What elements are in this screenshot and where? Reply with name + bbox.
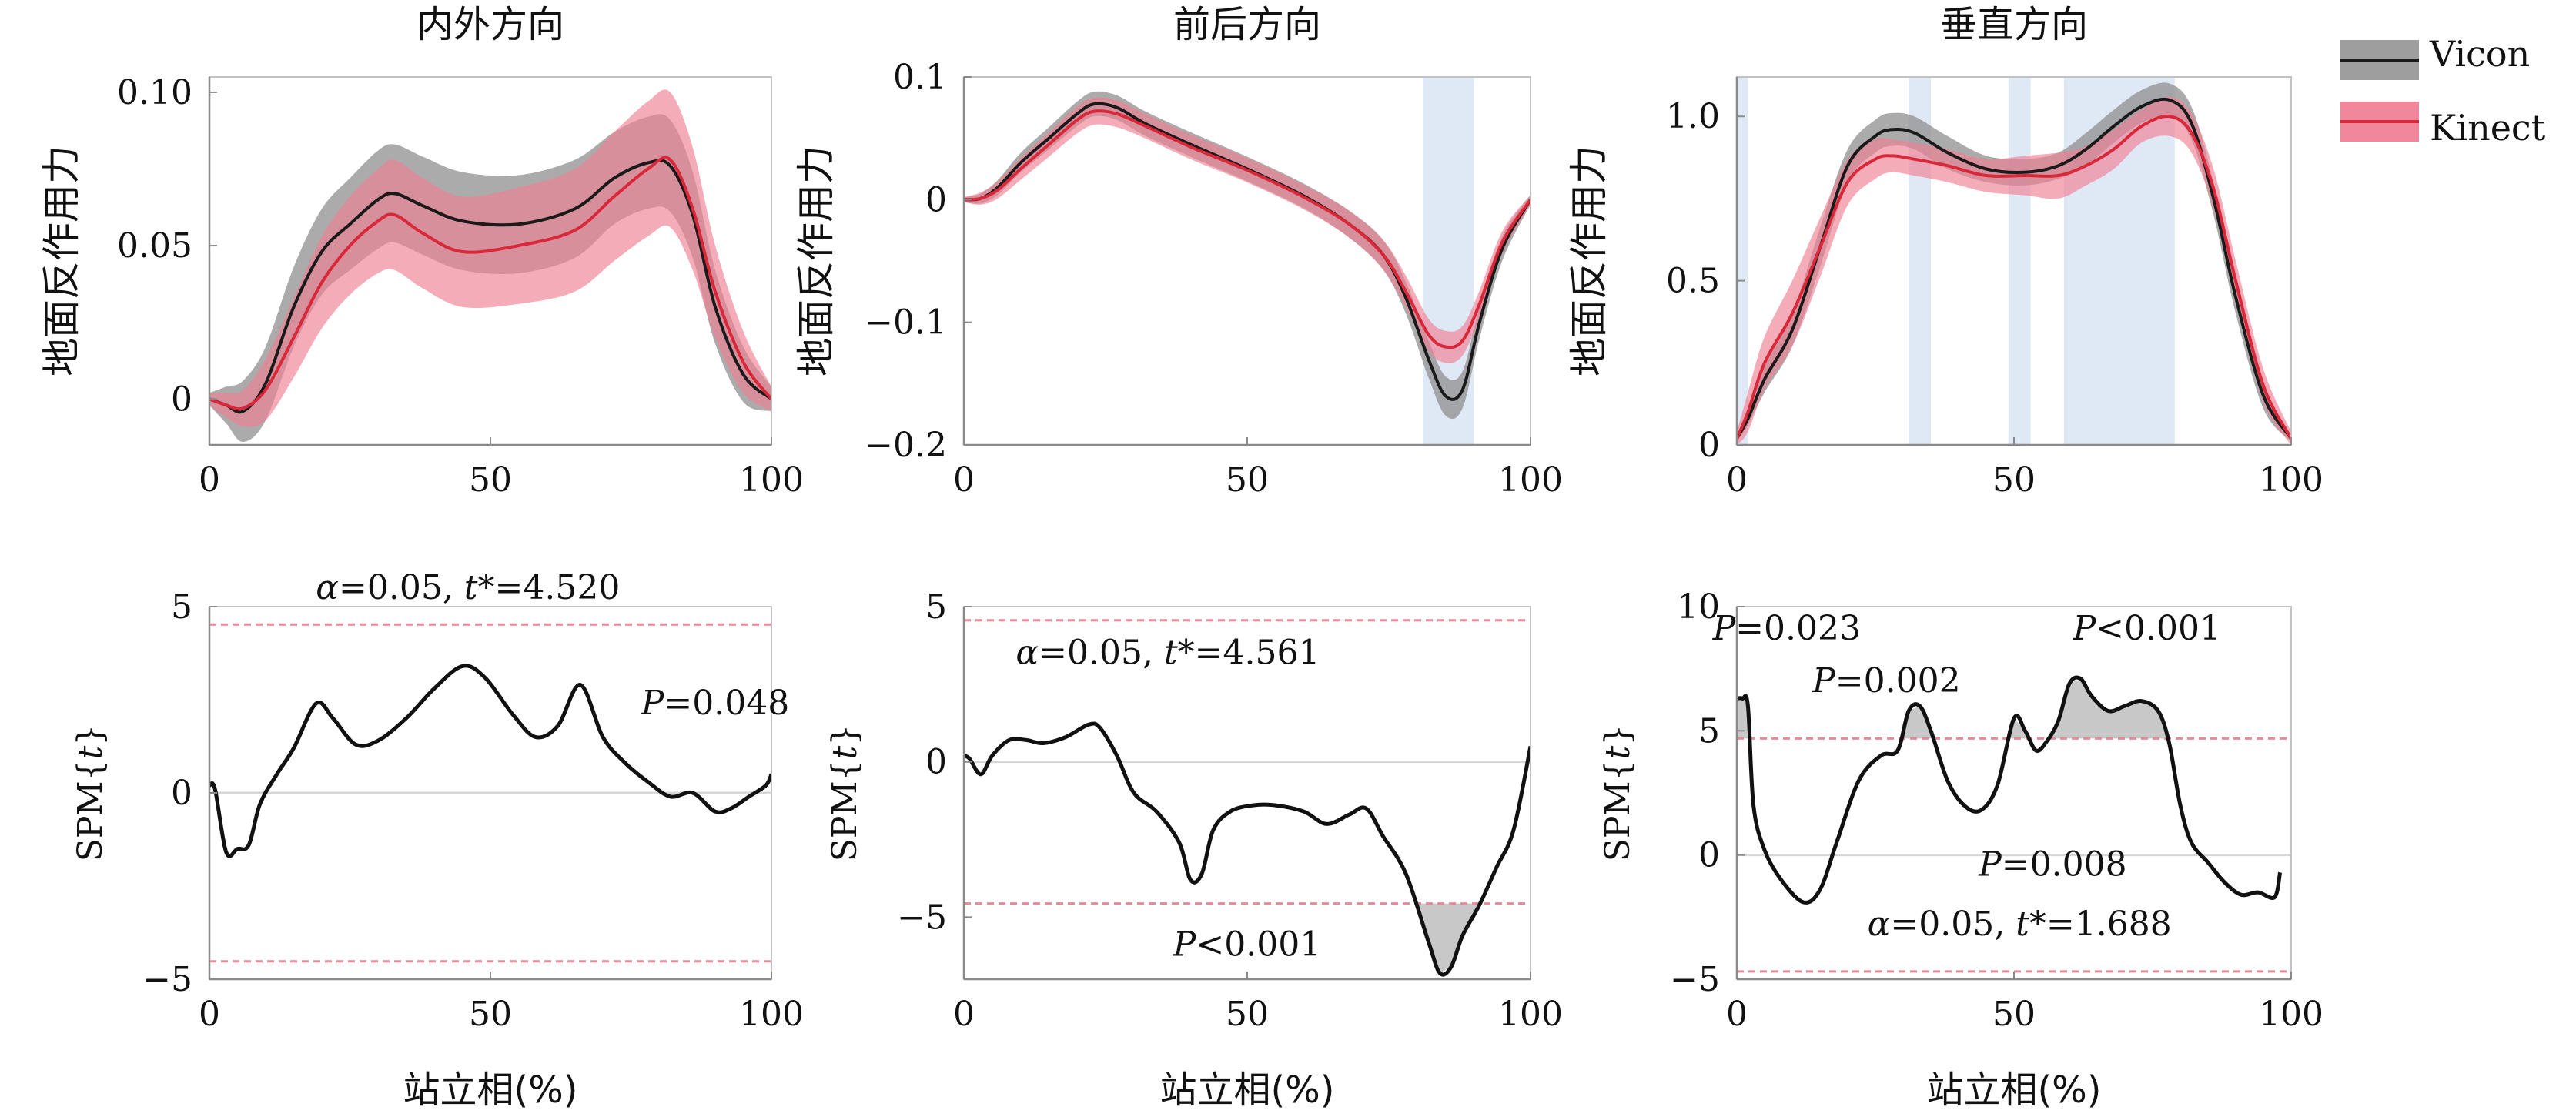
y-tick-label: −0.1 <box>865 303 947 343</box>
x-tick-label: 100 <box>739 460 804 500</box>
annotation-0: α=0.05, t*=4.520 <box>316 568 620 607</box>
mean-line-vicon <box>1737 97 2291 440</box>
x-tick-label: 50 <box>469 995 512 1034</box>
legend-label-vicon: Vicon <box>2429 33 2530 75</box>
x-tick-label: 50 <box>1992 460 2036 500</box>
spm-curve <box>209 664 771 858</box>
annotation-1: P<0.001 <box>1173 925 1321 965</box>
suprathreshold-cluster <box>2009 718 2029 739</box>
x-tick-label: 0 <box>953 460 975 500</box>
panel-spm-ap: 0 50 100 −5 0 5 站立相(%) SPM{t} α=0.05, t*=4.561 P<… <box>825 587 1563 1112</box>
plot-area <box>209 89 771 443</box>
spm-curve <box>964 721 1531 977</box>
y-axis-label: SPM{t} <box>71 724 110 861</box>
x-tick-label: 100 <box>2259 460 2323 500</box>
significant-region-2 <box>2008 77 2031 445</box>
y-tick-label: −0.2 <box>865 426 947 465</box>
y-tick-label: 5 <box>925 587 947 627</box>
suprathreshold-cluster <box>1902 706 1934 739</box>
y-tick-label: 0 <box>1698 426 1720 465</box>
x-axis-label: 站立相(%) <box>1926 1069 2101 1112</box>
y-axis-label: 地面反作用力 <box>1567 145 1611 376</box>
annotation-1: P=0.002 <box>1812 661 1960 701</box>
x-axis-label: 站立相(%) <box>403 1069 577 1112</box>
x-tick-label: 50 <box>1226 995 1269 1034</box>
y-axis-label: 地面反作用力 <box>794 145 838 376</box>
annotation-4: α=0.05, t*=1.688 <box>1868 905 2172 944</box>
significant-region-0 <box>1737 77 1748 445</box>
plot-area <box>964 619 1531 977</box>
annotation-3: P=0.008 <box>1978 845 2126 885</box>
x-tick-label: 100 <box>739 995 804 1034</box>
annotation-0: P=0.023 <box>1712 609 1861 648</box>
x-tick-label: 100 <box>2259 995 2323 1034</box>
x-tick-label: 50 <box>469 460 512 500</box>
x-tick-label: 100 <box>1498 460 1563 500</box>
annotation-2: P<0.001 <box>2073 609 2221 648</box>
y-axis-label: SPM{t} <box>825 724 865 861</box>
sd-band-kinect <box>1737 96 2291 445</box>
x-tick-label: 0 <box>953 995 975 1034</box>
spm-curve <box>1737 675 2283 905</box>
x-tick-label: 0 <box>199 995 220 1034</box>
mean-line-kinect <box>964 109 1531 349</box>
y-tick-label: 0 <box>1698 836 1720 875</box>
plot-area <box>1737 77 2291 445</box>
y-axis-label: 地面反作用力 <box>39 145 84 376</box>
x-tick-label: 100 <box>1498 995 1563 1034</box>
legend: Vicon Kinect <box>2340 33 2546 149</box>
y-tick-label: 5 <box>171 587 192 627</box>
y-tick-label: 10 <box>1677 587 1720 627</box>
legend-label-kinect: Kinect <box>2430 107 2546 149</box>
mean-line-kinect <box>1737 115 2291 440</box>
plot-area <box>1737 675 2291 973</box>
y-tick-label: 0.1 <box>893 58 947 97</box>
annotation-1: P=0.048 <box>641 684 789 723</box>
suprathreshold-cluster <box>2049 678 2167 739</box>
x-tick-label: 0 <box>1726 460 1748 500</box>
sd-band-kinect <box>209 89 771 427</box>
annotation-0: α=0.05, t*=4.561 <box>1015 634 1320 673</box>
panel-spm-vert: 0 50 100−50510站立相(%)SPM{t}P=0.023P=0.002P<… <box>1598 587 2323 1112</box>
y-tick-label: 5 <box>1698 711 1720 751</box>
y-tick-label: 0.10 <box>117 73 192 112</box>
x-axis-label: 站立相(%) <box>1159 1069 1334 1112</box>
panel-title: 内外方向 <box>417 3 564 46</box>
y-tick-label: 0 <box>171 380 192 419</box>
x-tick-label: 50 <box>1992 995 2036 1034</box>
sd-band-vicon <box>964 91 1531 420</box>
y-tick-label: 0.5 <box>1666 262 1720 301</box>
x-tick-label: 0 <box>1726 995 1748 1034</box>
y-tick-label: −5 <box>142 960 192 999</box>
plot-area <box>964 77 1531 445</box>
y-tick-label: 0 <box>925 743 947 782</box>
x-tick-label: 0 <box>199 460 220 500</box>
y-tick-label: 0 <box>171 774 192 813</box>
x-tick-label: 50 <box>1226 460 1269 500</box>
y-axis-label: SPM{t} <box>1598 724 1638 861</box>
mean-line-kinect <box>209 156 771 411</box>
mean-line-vicon <box>209 159 771 414</box>
panel-title: 前后方向 <box>1173 3 1321 46</box>
plot-area <box>209 623 771 963</box>
y-tick-label: 1.0 <box>1666 97 1720 136</box>
y-tick-label: −5 <box>897 898 947 937</box>
y-tick-label: 0.05 <box>117 226 192 266</box>
y-tick-label: 0 <box>925 180 947 219</box>
suprathreshold-cluster <box>1416 903 1480 973</box>
panel-title: 垂直方向 <box>1940 3 2088 46</box>
y-tick-label: −5 <box>1670 960 1720 999</box>
